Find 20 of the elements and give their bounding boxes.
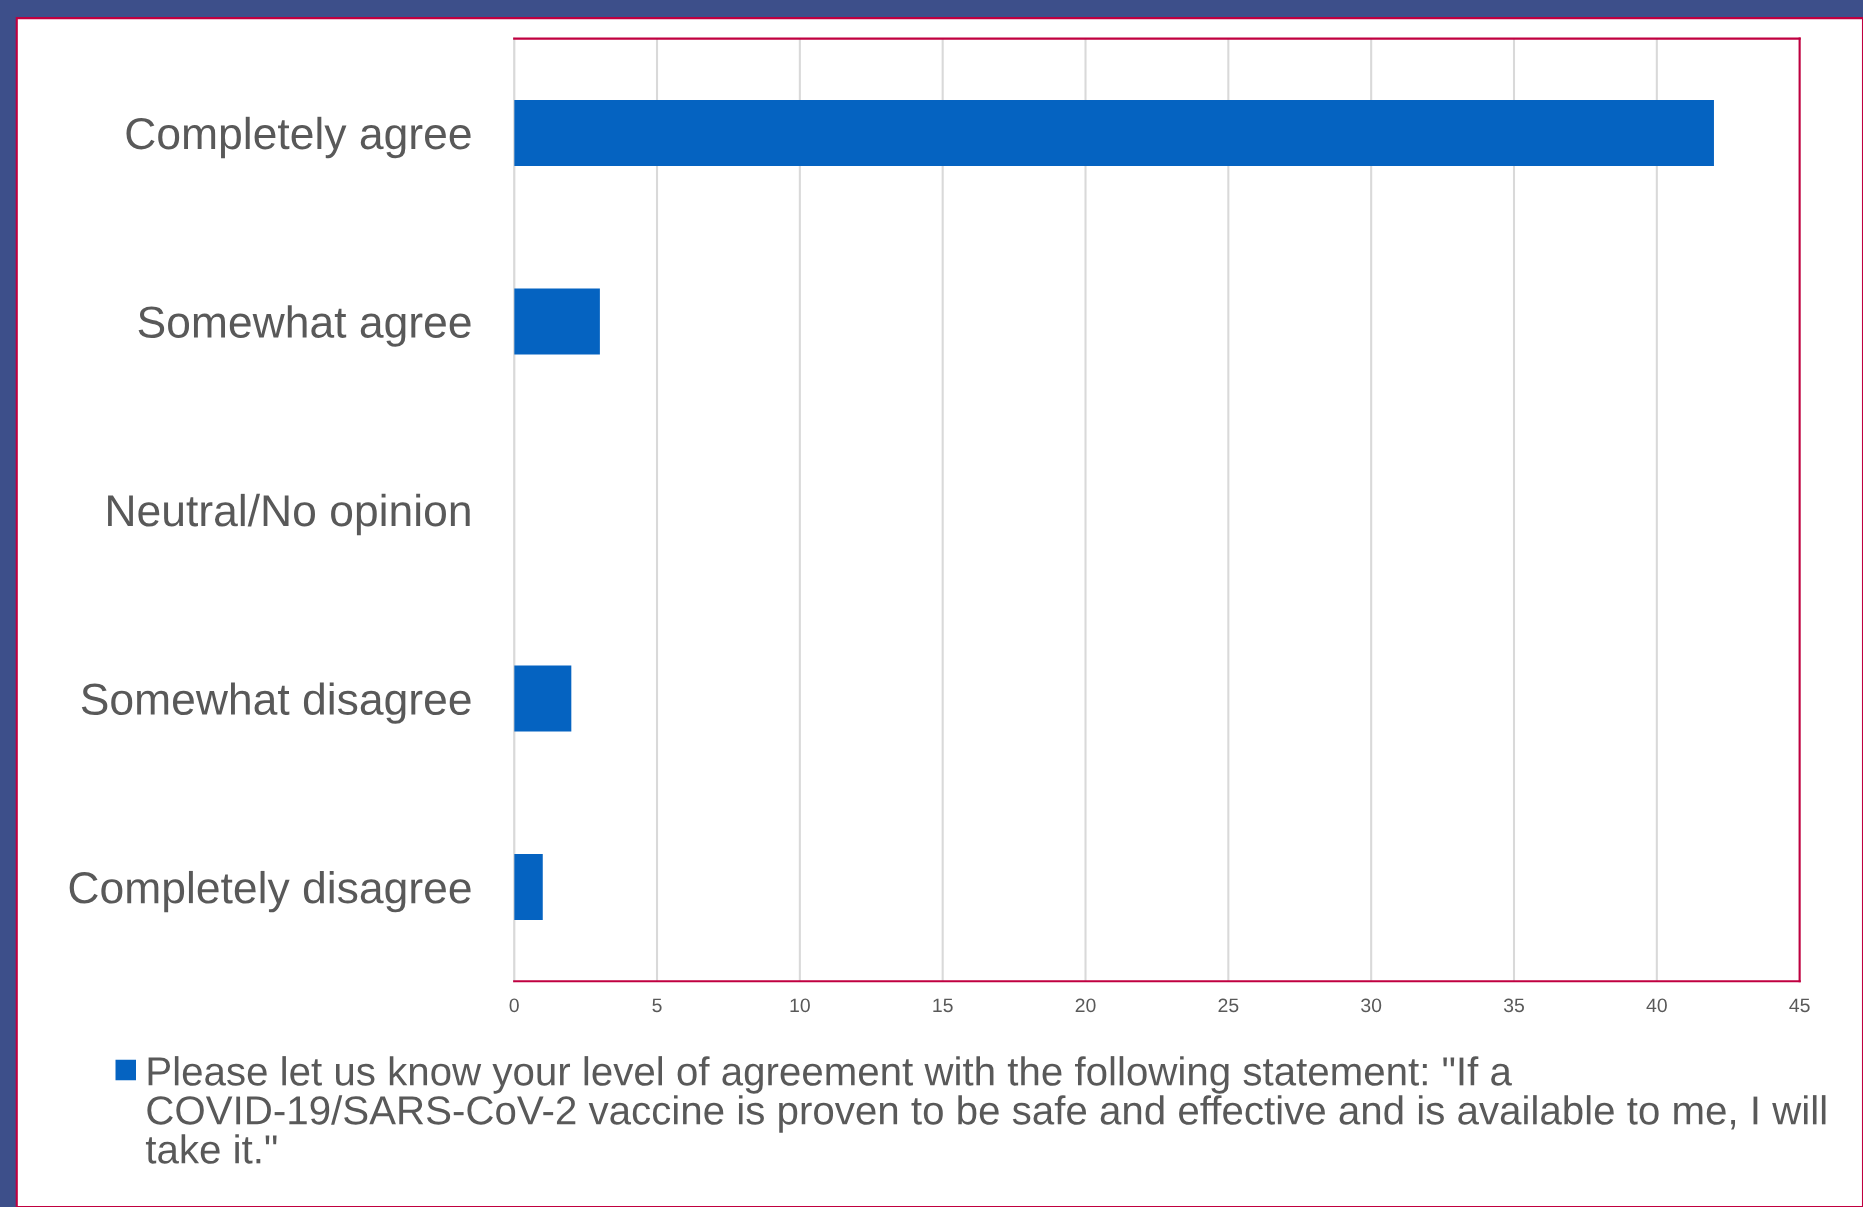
y-tick-label: Somewhat disagree bbox=[81, 682, 471, 724]
x-tick-label: 25 bbox=[1218, 998, 1239, 1013]
x-tick-label: 20 bbox=[1075, 998, 1096, 1013]
legend-label: Please let us know your level of agreement with the following statement: "If a COVID-19/SARS-CoV-2 vaccine is proven to be safe and effective and is available to me, I will take it." bbox=[145, 1056, 1826, 1164]
y-tick-label: Completely agree bbox=[126, 116, 471, 159]
bar bbox=[514, 288, 600, 355]
x-tick-label: 0 bbox=[509, 998, 519, 1013]
x-tick-label: 10 bbox=[790, 998, 810, 1013]
bar bbox=[514, 99, 1714, 166]
y-tick-label: Somewhat agree bbox=[138, 305, 471, 347]
y-tick-label: Completely disagree bbox=[69, 870, 471, 913]
x-tick-label: 45 bbox=[1789, 998, 1810, 1013]
bar bbox=[514, 854, 543, 921]
x-tick-label: 15 bbox=[933, 998, 953, 1013]
x-tick-label: 40 bbox=[1646, 998, 1667, 1013]
x-tick-label: 35 bbox=[1503, 998, 1524, 1013]
bar bbox=[514, 665, 572, 732]
x-tick-label: 5 bbox=[652, 998, 662, 1013]
x-tick-label: 30 bbox=[1361, 998, 1382, 1013]
y-tick-label: Neutral/No opinion bbox=[108, 493, 470, 536]
